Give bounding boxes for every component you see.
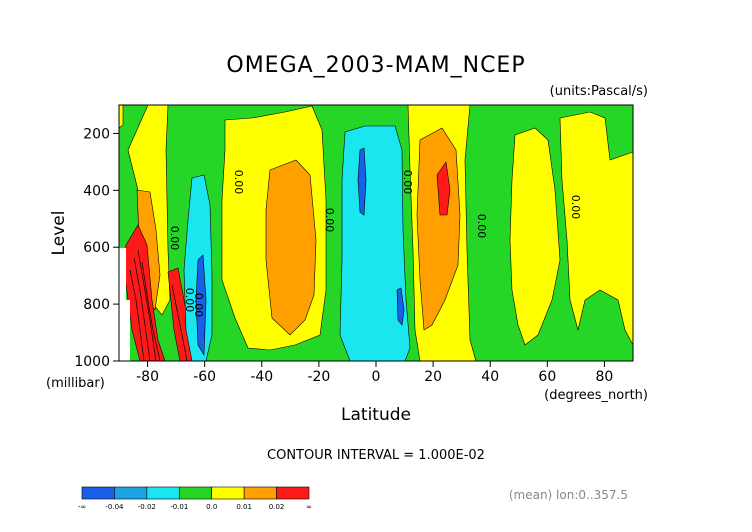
colorbar-swatch: [276, 486, 310, 500]
colorbar-label: -0.02: [138, 503, 156, 511]
colorbar-swatch: [81, 486, 115, 500]
yellow-band: [509, 127, 561, 346]
x-tick-label: -80: [136, 369, 159, 385]
colorbar-label: ∞: [306, 503, 312, 511]
colorbar-label: -∞: [78, 503, 86, 511]
y-tick-label: 1000: [74, 354, 110, 370]
x-tick-label: 80: [596, 369, 614, 385]
contour-label: 0.00: [192, 293, 205, 318]
contour-labels: 0.00 0.00 0.00 0.00 0.00 0.00 0.00 0.00: [168, 170, 582, 318]
colorbar-label: 0.0: [206, 503, 217, 511]
y-axis-title: Level: [49, 211, 69, 256]
x-axis-title: Latitude: [341, 405, 411, 425]
contour-label: 0.00: [475, 214, 488, 239]
x-tick-label: 60: [538, 369, 556, 385]
chart-title: OMEGA_2003-MAM_NCEP: [226, 53, 525, 78]
x-tick-label: -60: [193, 369, 216, 385]
colorbar-label: 0.02: [269, 503, 285, 511]
colorbar-swatch: [211, 486, 245, 500]
y-unit-label: (millibar): [46, 376, 105, 391]
y-tick-label: 400: [83, 183, 110, 199]
colorbar: -∞ -0.04 -0.02 -0.01 0.0 0.01 0.02 ∞: [78, 486, 312, 511]
blue-core: [396, 287, 405, 326]
dense-contour-lines: [129, 249, 188, 362]
units-label: (units:Pascal/s): [550, 84, 648, 99]
yellow-band: [118, 104, 124, 129]
colorbar-label: -0.04: [105, 503, 124, 511]
x-tick-label: 20: [424, 369, 442, 385]
x-tick-label: -20: [307, 369, 330, 385]
x-tick-label: 0: [372, 369, 381, 385]
red-core: [436, 161, 451, 216]
x-axis: -80 -60 -40 -20 0 20 40 60 80: [136, 361, 613, 385]
yellow-band: [559, 111, 634, 346]
y-axis: 200 400 600 800 1000: [74, 126, 119, 370]
y-tick-label: 600: [83, 240, 110, 256]
orange-band: [265, 159, 317, 336]
contour-label: 0.00: [168, 226, 181, 251]
colorbar-swatch: [114, 486, 148, 500]
contour-interval-text: CONTOUR INTERVAL = 1.000E-02: [267, 448, 485, 463]
colorbar-label: 0.01: [236, 503, 252, 511]
mean-lon-text: (mean) lon:0..357.5: [509, 488, 628, 502]
x-unit-label: (degrees_north): [544, 388, 648, 403]
orange-band: [416, 127, 461, 331]
missing-data: [119, 248, 126, 361]
contour-label: 0.00: [401, 170, 414, 195]
contour-label: 0.00: [323, 208, 336, 233]
colorbar-label: -0.01: [170, 503, 188, 511]
contour-label: 0.00: [183, 288, 196, 313]
y-tick-label: 200: [83, 126, 110, 142]
contour-label: 0.00: [232, 170, 245, 195]
blue-core: [357, 147, 367, 216]
x-tick-label: 40: [481, 369, 499, 385]
missing-data: [126, 300, 130, 361]
contour-label: 0.00: [569, 195, 582, 220]
blue-core: [195, 254, 207, 357]
x-tick-label: -40: [250, 369, 273, 385]
cyan-band: [339, 125, 411, 362]
y-tick-label: 800: [83, 297, 110, 313]
colorbar-swatch: [243, 486, 277, 500]
plot-area: [118, 104, 634, 362]
colorbar-swatch: [146, 486, 180, 500]
colorbar-swatch: [178, 486, 213, 500]
